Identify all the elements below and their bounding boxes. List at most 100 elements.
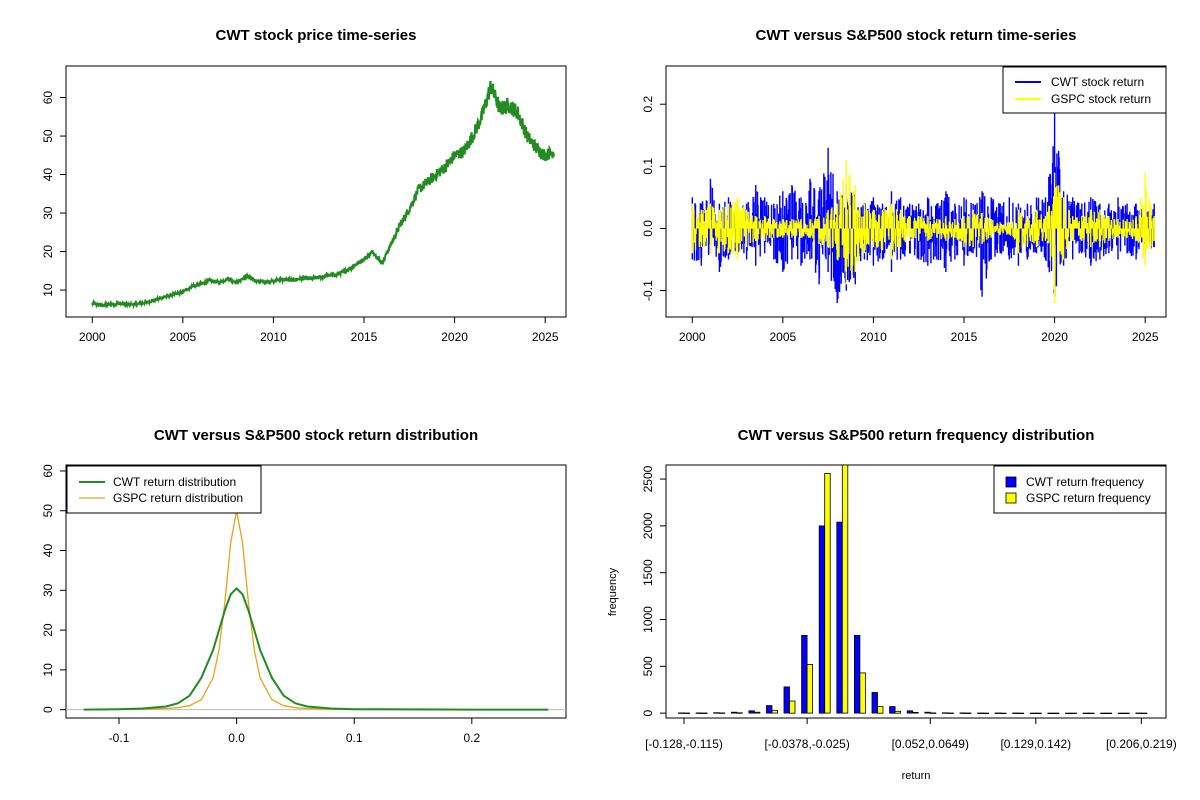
x-tick-label: [-0.128,-0.115) (645, 737, 723, 751)
cwt-bar (1029, 712, 1037, 714)
plot-frame (665, 464, 1167, 719)
y-tick-label: 500 (641, 656, 655, 676)
cwt-return-series (691, 104, 1155, 303)
legend-label: CWT stock return (1051, 75, 1144, 89)
cwt-bar (924, 711, 931, 714)
gspc-bar (947, 712, 954, 714)
cwt-bar (801, 635, 808, 714)
x-axis-label: return (902, 770, 931, 782)
y-tick-label: 2000 (641, 512, 655, 539)
chart-title: CWT versus S&P500 stock return time-seri… (756, 27, 1077, 44)
gspc-bar (754, 711, 761, 714)
y-tick-label: 50 (41, 129, 55, 143)
cwt-bar (994, 712, 1001, 714)
x-tick-label: 2020 (441, 330, 468, 344)
y-tick-label: 0.1 (641, 158, 655, 175)
cwt-bar (871, 692, 878, 714)
y-tick-label: 30 (41, 583, 55, 597)
gspc-bar (701, 712, 708, 714)
gspc-bar (789, 700, 796, 714)
cwt-bar (1135, 712, 1142, 714)
x-tick-label: 2015 (951, 330, 978, 344)
return-timeseries-panel: CWT versus S&P500 stock return time-seri… (641, 27, 1167, 344)
y-tick-label: 50 (41, 504, 55, 518)
cwt-bar (818, 525, 826, 714)
x-tick-label: [0.206,0.219) (1106, 737, 1177, 751)
cwt-bar (959, 712, 966, 714)
x-tick-label: 2020 (1041, 330, 1068, 344)
return-distribution-panel: CWT versus S&P500 stock return distribut… (41, 427, 567, 745)
gspc-return-series (691, 160, 1155, 303)
cwt-bar (1047, 712, 1054, 714)
plot-frame (665, 65, 1167, 318)
cwt-bar (695, 712, 702, 714)
cwt-bar (766, 705, 773, 714)
plot-frame (65, 464, 567, 719)
legend-label: GSPC return frequency (1026, 491, 1151, 505)
gspc-bar (1088, 712, 1095, 714)
gspc-bar (1053, 712, 1060, 714)
y-tick-label: 30 (41, 206, 55, 220)
gspc-bar (1123, 712, 1130, 714)
x-tick-label: 2005 (169, 330, 196, 344)
cwt-bar (713, 712, 720, 714)
cwt-bar (836, 521, 843, 714)
cwt-bar (1082, 712, 1089, 714)
gspc-density-line (83, 510, 549, 711)
cwt-bar (783, 686, 790, 714)
gspc-bar (894, 710, 901, 714)
cwt-bar (748, 710, 755, 714)
price-series-line (91, 80, 556, 310)
y-tick-label: 20 (41, 245, 55, 259)
legend-swatch (1005, 476, 1017, 488)
y-tick-label: 40 (41, 168, 55, 182)
y-tick-label: 0.0 (641, 220, 655, 237)
gspc-bar (1035, 712, 1042, 714)
return-frequency-panel: CWT versus S&P500 return frequency distr… (607, 427, 1177, 782)
gspc-bar (1017, 712, 1025, 714)
cwt-bar (906, 710, 914, 714)
legend-box (1002, 66, 1167, 114)
legend-label: GSPC stock return (1051, 92, 1151, 106)
x-tick-label: 2000 (79, 330, 106, 344)
y-tick-label: 20 (41, 623, 55, 637)
y-tick-label: 1500 (641, 559, 655, 586)
chart-title: CWT versus S&P500 stock return distribut… (154, 427, 478, 444)
cwt-bar (889, 706, 896, 714)
gspc-bar (736, 712, 743, 714)
y-tick-label: 60 (41, 91, 55, 105)
cwt-bar (977, 712, 984, 714)
x-tick-label: 0.1 (346, 731, 363, 745)
gspc-bar (841, 464, 849, 714)
x-tick-label: -0.1 (109, 731, 130, 745)
x-tick-label: [0.052,0.0649) (892, 737, 969, 751)
gspc-bar (912, 712, 919, 714)
gspc-bar (982, 712, 989, 714)
x-tick-label: 0.2 (463, 731, 480, 745)
chart-title: CWT versus S&P500 return frequency distr… (738, 427, 1095, 444)
gspc-bar (1141, 712, 1148, 714)
gspc-bar (1070, 712, 1077, 714)
legend-box (66, 465, 262, 514)
gspc-bar (1105, 712, 1113, 714)
x-tick-label: 2025 (1132, 330, 1159, 344)
gspc-bar (771, 709, 778, 714)
y-tick-label: 40 (41, 544, 55, 558)
gspc-bar (877, 706, 884, 714)
x-tick-label: 2025 (532, 330, 559, 344)
y-tick-label: 0 (641, 709, 655, 716)
x-tick-label: 2005 (769, 330, 796, 344)
chart-title: CWT stock price time-series (216, 27, 417, 44)
cwt-bar (854, 635, 861, 714)
y-tick-label: 1000 (641, 606, 655, 633)
x-tick-label: 0.0 (228, 731, 245, 745)
legend-swatch (1005, 492, 1017, 504)
gspc-bar (718, 712, 726, 714)
gspc-bar (824, 472, 831, 714)
gspc-bar (806, 664, 813, 714)
legend-label: CWT return distribution (113, 475, 236, 489)
x-tick-label: [-0.0378,-0.025) (764, 737, 849, 751)
cwt-bar (942, 712, 949, 714)
